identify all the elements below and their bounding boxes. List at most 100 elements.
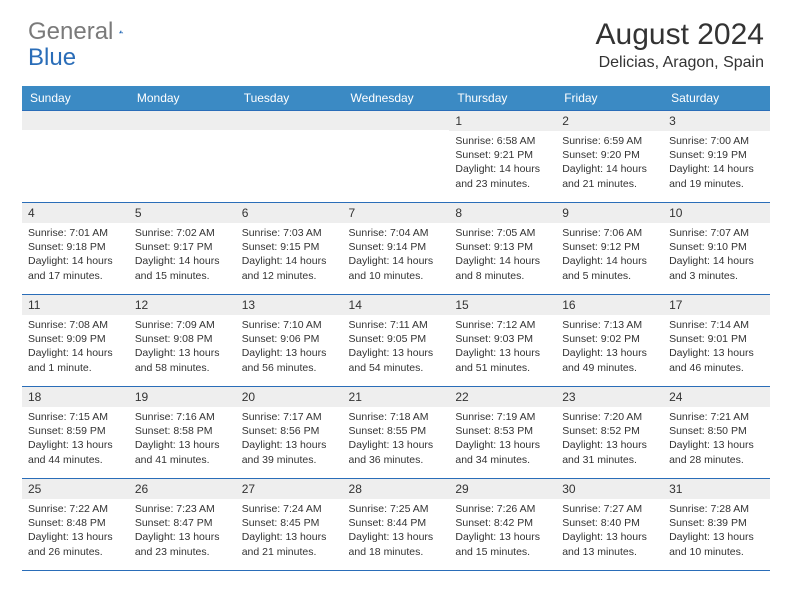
day-number: 30 (556, 479, 663, 499)
empty-day (129, 111, 236, 130)
calendar-cell: 29Sunrise: 7:26 AMSunset: 8:42 PMDayligh… (449, 479, 556, 571)
day-details: Sunrise: 7:20 AMSunset: 8:52 PMDaylight:… (556, 407, 663, 471)
day-number: 31 (663, 479, 770, 499)
calendar-cell: 12Sunrise: 7:09 AMSunset: 9:08 PMDayligh… (129, 295, 236, 387)
calendar-cell: 3Sunrise: 7:00 AMSunset: 9:19 PMDaylight… (663, 111, 770, 203)
day-details: Sunrise: 7:23 AMSunset: 8:47 PMDaylight:… (129, 499, 236, 563)
day-details: Sunrise: 7:04 AMSunset: 9:14 PMDaylight:… (343, 223, 450, 287)
calendar-cell: 15Sunrise: 7:12 AMSunset: 9:03 PMDayligh… (449, 295, 556, 387)
day-number: 3 (663, 111, 770, 131)
day-number: 23 (556, 387, 663, 407)
day-details: Sunrise: 7:27 AMSunset: 8:40 PMDaylight:… (556, 499, 663, 563)
day-details: Sunrise: 7:10 AMSunset: 9:06 PMDaylight:… (236, 315, 343, 379)
calendar-cell: 24Sunrise: 7:21 AMSunset: 8:50 PMDayligh… (663, 387, 770, 479)
empty-day (343, 111, 450, 130)
day-details: Sunrise: 7:02 AMSunset: 9:17 PMDaylight:… (129, 223, 236, 287)
calendar-cell: 1Sunrise: 6:58 AMSunset: 9:21 PMDaylight… (449, 111, 556, 203)
day-details: Sunrise: 7:06 AMSunset: 9:12 PMDaylight:… (556, 223, 663, 287)
calendar-cell: 18Sunrise: 7:15 AMSunset: 8:59 PMDayligh… (22, 387, 129, 479)
calendar-cell: 4Sunrise: 7:01 AMSunset: 9:18 PMDaylight… (22, 203, 129, 295)
day-number: 12 (129, 295, 236, 315)
calendar-cell: 23Sunrise: 7:20 AMSunset: 8:52 PMDayligh… (556, 387, 663, 479)
calendar-week-row: 18Sunrise: 7:15 AMSunset: 8:59 PMDayligh… (22, 387, 770, 479)
calendar-cell: 9Sunrise: 7:06 AMSunset: 9:12 PMDaylight… (556, 203, 663, 295)
logo-text-blue: Blue (28, 44, 76, 71)
calendar-cell (22, 111, 129, 203)
day-number: 15 (449, 295, 556, 315)
day-number: 11 (22, 295, 129, 315)
weekday-header: Tuesday (236, 86, 343, 111)
calendar-cell: 19Sunrise: 7:16 AMSunset: 8:58 PMDayligh… (129, 387, 236, 479)
day-details: Sunrise: 7:16 AMSunset: 8:58 PMDaylight:… (129, 407, 236, 471)
day-details: Sunrise: 7:03 AMSunset: 9:15 PMDaylight:… (236, 223, 343, 287)
day-number: 20 (236, 387, 343, 407)
calendar-cell (236, 111, 343, 203)
day-details: Sunrise: 7:07 AMSunset: 9:10 PMDaylight:… (663, 223, 770, 287)
month-title: August 2024 (596, 18, 764, 52)
day-number: 6 (236, 203, 343, 223)
day-details: Sunrise: 7:01 AMSunset: 9:18 PMDaylight:… (22, 223, 129, 287)
calendar-week-row: 11Sunrise: 7:08 AMSunset: 9:09 PMDayligh… (22, 295, 770, 387)
calendar-cell: 17Sunrise: 7:14 AMSunset: 9:01 PMDayligh… (663, 295, 770, 387)
calendar-cell (343, 111, 450, 203)
weekday-header: Friday (556, 86, 663, 111)
day-details: Sunrise: 7:22 AMSunset: 8:48 PMDaylight:… (22, 499, 129, 563)
calendar-cell: 10Sunrise: 7:07 AMSunset: 9:10 PMDayligh… (663, 203, 770, 295)
day-details: Sunrise: 6:58 AMSunset: 9:21 PMDaylight:… (449, 131, 556, 195)
day-number: 25 (22, 479, 129, 499)
day-details: Sunrise: 6:59 AMSunset: 9:20 PMDaylight:… (556, 131, 663, 195)
logo-line2: Blue (28, 44, 76, 72)
logo: General (28, 18, 149, 46)
day-number: 13 (236, 295, 343, 315)
day-number: 22 (449, 387, 556, 407)
day-number: 2 (556, 111, 663, 131)
calendar-cell: 26Sunrise: 7:23 AMSunset: 8:47 PMDayligh… (129, 479, 236, 571)
day-number: 16 (556, 295, 663, 315)
calendar-cell: 13Sunrise: 7:10 AMSunset: 9:06 PMDayligh… (236, 295, 343, 387)
calendar-cell: 11Sunrise: 7:08 AMSunset: 9:09 PMDayligh… (22, 295, 129, 387)
day-details: Sunrise: 7:19 AMSunset: 8:53 PMDaylight:… (449, 407, 556, 471)
weekday-header: Wednesday (343, 86, 450, 111)
day-number: 10 (663, 203, 770, 223)
calendar-cell: 5Sunrise: 7:02 AMSunset: 9:17 PMDaylight… (129, 203, 236, 295)
day-details: Sunrise: 7:18 AMSunset: 8:55 PMDaylight:… (343, 407, 450, 471)
day-number: 28 (343, 479, 450, 499)
day-number: 24 (663, 387, 770, 407)
empty-day (236, 111, 343, 130)
day-number: 18 (22, 387, 129, 407)
day-number: 27 (236, 479, 343, 499)
day-details: Sunrise: 7:25 AMSunset: 8:44 PMDaylight:… (343, 499, 450, 563)
day-details: Sunrise: 7:00 AMSunset: 9:19 PMDaylight:… (663, 131, 770, 195)
day-details: Sunrise: 7:14 AMSunset: 9:01 PMDaylight:… (663, 315, 770, 379)
weekday-header: Saturday (663, 86, 770, 111)
day-number: 4 (22, 203, 129, 223)
day-number: 5 (129, 203, 236, 223)
calendar-cell: 2Sunrise: 6:59 AMSunset: 9:20 PMDaylight… (556, 111, 663, 203)
calendar-week-row: 25Sunrise: 7:22 AMSunset: 8:48 PMDayligh… (22, 479, 770, 571)
calendar-cell: 14Sunrise: 7:11 AMSunset: 9:05 PMDayligh… (343, 295, 450, 387)
header: General August 2024 Delicias, Aragon, Sp… (0, 0, 792, 80)
day-details: Sunrise: 7:15 AMSunset: 8:59 PMDaylight:… (22, 407, 129, 471)
calendar-header-row: SundayMondayTuesdayWednesdayThursdayFrid… (22, 86, 770, 111)
day-number: 8 (449, 203, 556, 223)
day-number: 1 (449, 111, 556, 131)
calendar-cell: 21Sunrise: 7:18 AMSunset: 8:55 PMDayligh… (343, 387, 450, 479)
calendar-table: SundayMondayTuesdayWednesdayThursdayFrid… (22, 86, 770, 571)
calendar-cell (129, 111, 236, 203)
weekday-header: Sunday (22, 86, 129, 111)
calendar-cell: 27Sunrise: 7:24 AMSunset: 8:45 PMDayligh… (236, 479, 343, 571)
empty-day (22, 111, 129, 130)
day-details: Sunrise: 7:11 AMSunset: 9:05 PMDaylight:… (343, 315, 450, 379)
day-number: 9 (556, 203, 663, 223)
day-details: Sunrise: 7:24 AMSunset: 8:45 PMDaylight:… (236, 499, 343, 563)
day-details: Sunrise: 7:09 AMSunset: 9:08 PMDaylight:… (129, 315, 236, 379)
day-number: 17 (663, 295, 770, 315)
day-details: Sunrise: 7:28 AMSunset: 8:39 PMDaylight:… (663, 499, 770, 563)
day-details: Sunrise: 7:08 AMSunset: 9:09 PMDaylight:… (22, 315, 129, 379)
day-number: 19 (129, 387, 236, 407)
calendar-cell: 7Sunrise: 7:04 AMSunset: 9:14 PMDaylight… (343, 203, 450, 295)
day-details: Sunrise: 7:05 AMSunset: 9:13 PMDaylight:… (449, 223, 556, 287)
day-details: Sunrise: 7:26 AMSunset: 8:42 PMDaylight:… (449, 499, 556, 563)
calendar-week-row: 4Sunrise: 7:01 AMSunset: 9:18 PMDaylight… (22, 203, 770, 295)
calendar-cell: 28Sunrise: 7:25 AMSunset: 8:44 PMDayligh… (343, 479, 450, 571)
